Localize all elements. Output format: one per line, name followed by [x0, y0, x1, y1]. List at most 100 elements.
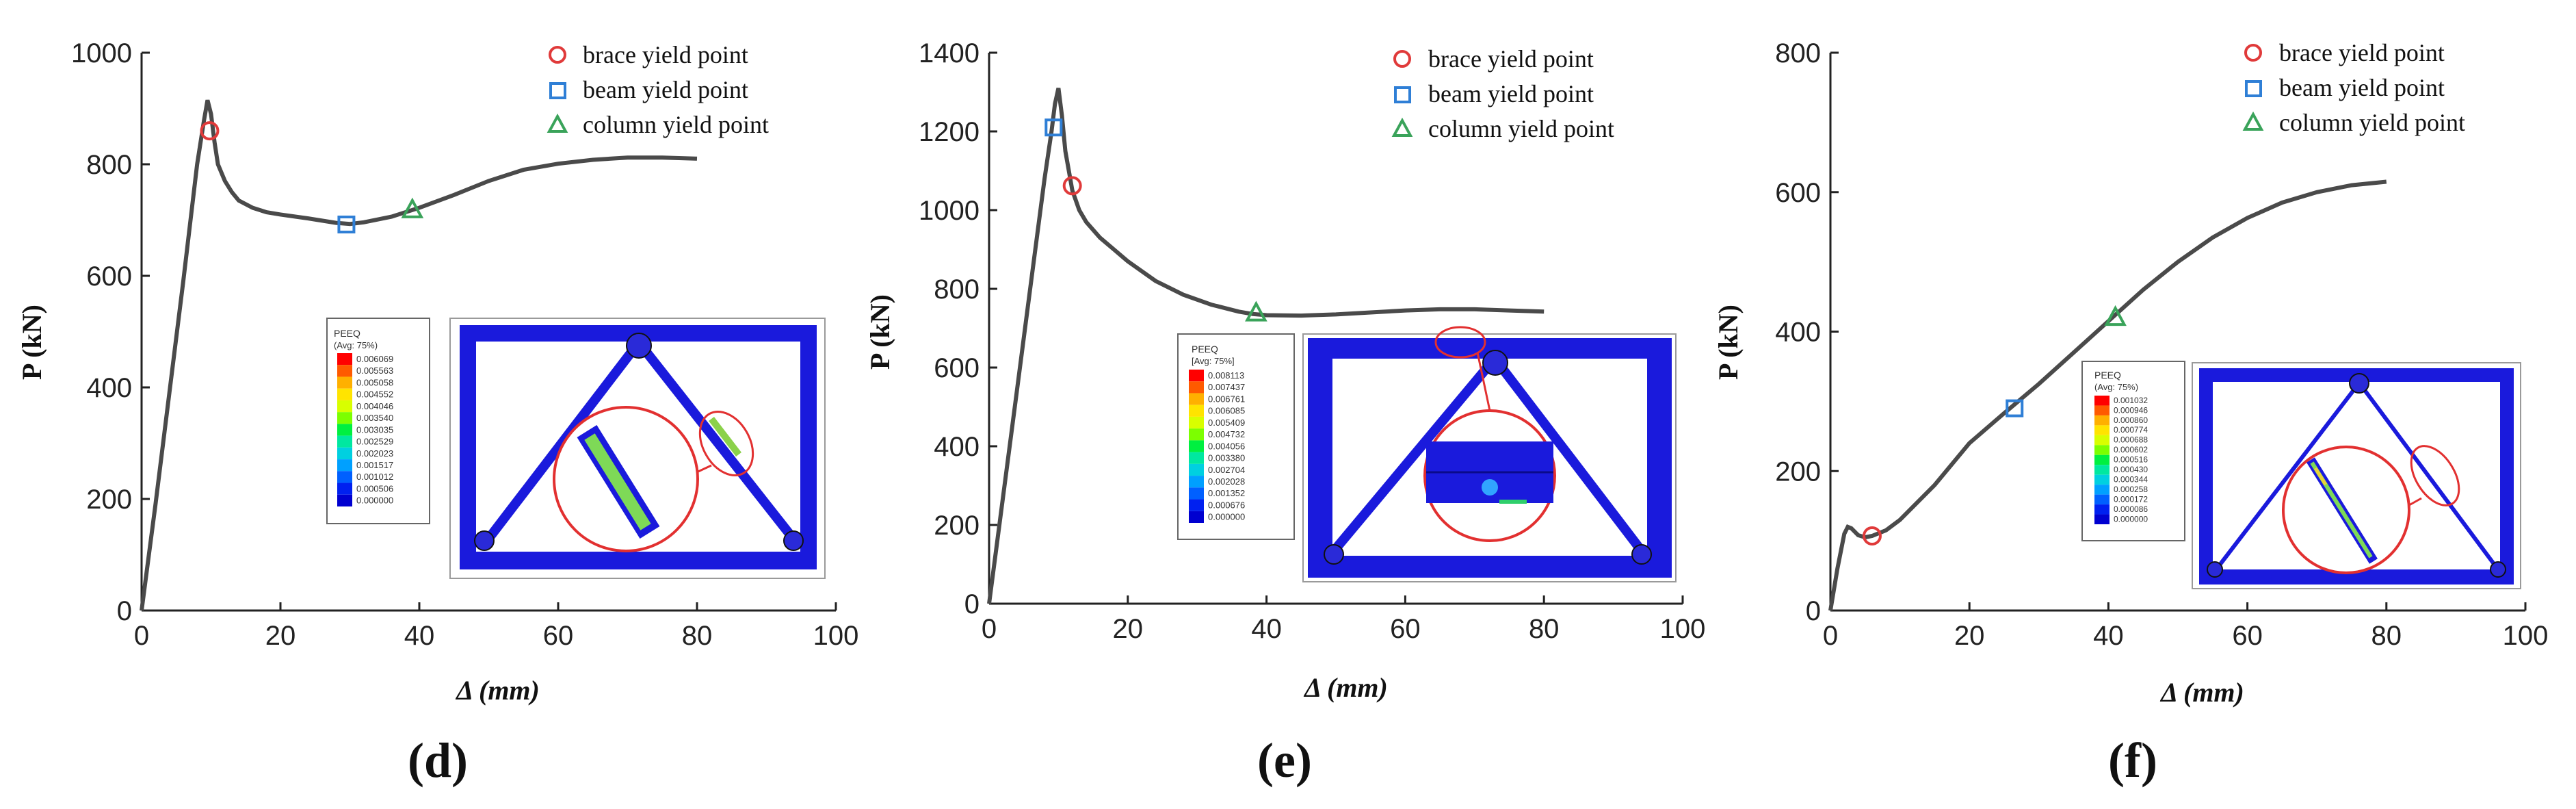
- colorbar-value: 0.000688: [2114, 435, 2148, 445]
- colorbar-swatch: [1189, 499, 1204, 511]
- colorbar-value: 0.000676: [1208, 500, 1245, 510]
- frame-right-column-e: [1647, 338, 1672, 578]
- y-tick-label: 400: [86, 373, 132, 403]
- legend-brace-label-d: brace yield point: [583, 41, 748, 68]
- frame-right-column-f: [2500, 368, 2514, 585]
- colorbar-value: 0.004732: [1208, 429, 1245, 439]
- colorbar-value: 0.000172: [2114, 494, 2148, 504]
- legend-column-marker-f: [2242, 111, 2264, 131]
- colorbar-subtitle-e: [Avg: 75%]: [1192, 356, 1235, 366]
- colorbar-value: 0.004046: [356, 401, 393, 411]
- colorbar-swatch: [1189, 463, 1204, 476]
- colorbar-swatch: [2094, 425, 2110, 435]
- legend-beam-label-f: beam yield point: [2279, 74, 2445, 101]
- frame-left-column-e: [1308, 338, 1332, 578]
- x-axis-label-e: Δ (mm): [1303, 672, 1388, 703]
- colorbar-swatch: [337, 447, 352, 460]
- colorbar-value: 0.004056: [1208, 441, 1245, 451]
- colorbar-swatch: [2094, 514, 2110, 524]
- detail-callout-small-d: [698, 410, 754, 477]
- frame-right-brace-f: [2361, 386, 2500, 571]
- x-axis-label-f: Δ (mm): [2159, 677, 2244, 708]
- colorbar-value: 0.000000: [356, 496, 393, 506]
- legend-brace-marker-e: [1393, 50, 1411, 68]
- colorbar-swatch: [2094, 396, 2110, 406]
- y-tick-label: 400: [1775, 318, 1821, 348]
- x-tick-label: 100: [813, 621, 859, 651]
- detail-brace-yield-zoom-d: [584, 433, 651, 530]
- detail-callout-leader-e: [1476, 352, 1491, 411]
- peeq-colorbar-f: PEEQ (Avg: 75%) 0.0010320.0009460.000860…: [2081, 361, 2185, 541]
- frame-gusset-left-e: [1324, 544, 1344, 565]
- colorbar-value: 0.003035: [356, 424, 393, 435]
- colorbar-title-f: PEEQ: [2094, 370, 2121, 381]
- colorbar-swatch: [2094, 405, 2110, 415]
- colorbar-swatch: [337, 353, 352, 365]
- colorbar-value: 0.000430: [2114, 465, 2148, 474]
- colorbar-swatch: [337, 424, 352, 436]
- legend-beam-marker-d: [549, 82, 566, 99]
- y-axis-label-d: P (kN): [16, 305, 47, 380]
- frame-gusset-left-f: [2207, 561, 2223, 578]
- x-tick-label: 60: [1390, 614, 1421, 644]
- column-yield-marker: [401, 197, 424, 218]
- frame-left-brace-f: [2214, 386, 2358, 571]
- colorbar-swatch: [1189, 381, 1204, 394]
- legend-d: brace yield point beam yield point colum…: [547, 41, 769, 138]
- yield-markers-d: [200, 121, 424, 234]
- legend-brace-marker-d: [549, 46, 566, 64]
- frame-left-column-d: [460, 325, 476, 569]
- fem-frame-inset-f: [2192, 362, 2521, 589]
- colorbar-swatch: [1189, 393, 1204, 405]
- y-tick-label: 800: [86, 150, 132, 180]
- y-tick-label: 1400: [919, 38, 980, 68]
- y-tick-label: 200: [1775, 457, 1821, 487]
- colorbar-swatch: [2094, 494, 2110, 505]
- frame-gusset-right-f: [2490, 561, 2506, 578]
- y-tick-label: 600: [86, 261, 132, 292]
- colorbar-title-d: PEEQ: [334, 328, 360, 339]
- y-tick-label: 600: [934, 353, 980, 383]
- axes-e: [988, 53, 1683, 605]
- colorbar-value: 0.008113: [1208, 370, 1244, 381]
- load-displacement-curve-e: [987, 88, 1545, 604]
- colorbar-value: 0.005563: [356, 365, 393, 376]
- colorbar-value: 0.006069: [356, 354, 393, 364]
- x-tick-label: 80: [2371, 621, 2402, 651]
- colorbar-value: 0.005058: [356, 377, 393, 387]
- colorbar-value: 0.000344: [2114, 475, 2148, 485]
- x-tick-label: 20: [1113, 614, 1144, 644]
- y-tick-label: 1200: [919, 117, 980, 147]
- colorbar-swatch: [2094, 504, 2110, 515]
- colorbar-swatch: [2094, 454, 2110, 465]
- frame-gusset-right-d: [783, 530, 804, 551]
- ticks-f: 0 20 40 60 80 100 0 200 400 600 800: [1775, 38, 2548, 651]
- frame-bottom-beam-e: [1308, 556, 1672, 578]
- colorbar-value: 0.001032: [2114, 396, 2148, 405]
- yield-markers-e: [1044, 118, 1267, 322]
- colorbar-swatch: [337, 365, 352, 377]
- colorbar-value: 0.003540: [356, 413, 393, 423]
- y-axis-label-f: P (kN): [1713, 305, 1744, 380]
- colorbar-swatch: [2094, 474, 2110, 485]
- colorbar-value: 0.002529: [356, 437, 393, 447]
- x-axis-label-d: Δ (mm): [455, 675, 540, 706]
- legend-column-label-e: column yield point: [1428, 115, 1614, 142]
- legend-beam-marker-f: [2245, 80, 2262, 97]
- beam-yield-marker: [1044, 118, 1063, 137]
- frame-right-brace-d: [639, 344, 799, 544]
- legend-brace-label-f: brace yield point: [2279, 39, 2445, 66]
- colorbar-value: 0.006085: [1208, 406, 1245, 416]
- y-tick-label: 1000: [919, 196, 980, 226]
- legend-column-marker-e: [1391, 117, 1413, 137]
- legend-column-label-d: column yield point: [583, 111, 769, 138]
- x-tick-label: 100: [2503, 621, 2549, 651]
- colorbar-value: 0.002704: [1208, 465, 1245, 475]
- legend-beam-label-d: beam yield point: [583, 76, 748, 103]
- x-tick-label: 60: [2232, 621, 2263, 651]
- yield-markers-f: [1862, 305, 2127, 545]
- colorbar-swatch: [1189, 404, 1204, 417]
- y-tick-label: 200: [934, 511, 980, 541]
- detail-beam-hotspot-zoom-e: [1482, 479, 1498, 496]
